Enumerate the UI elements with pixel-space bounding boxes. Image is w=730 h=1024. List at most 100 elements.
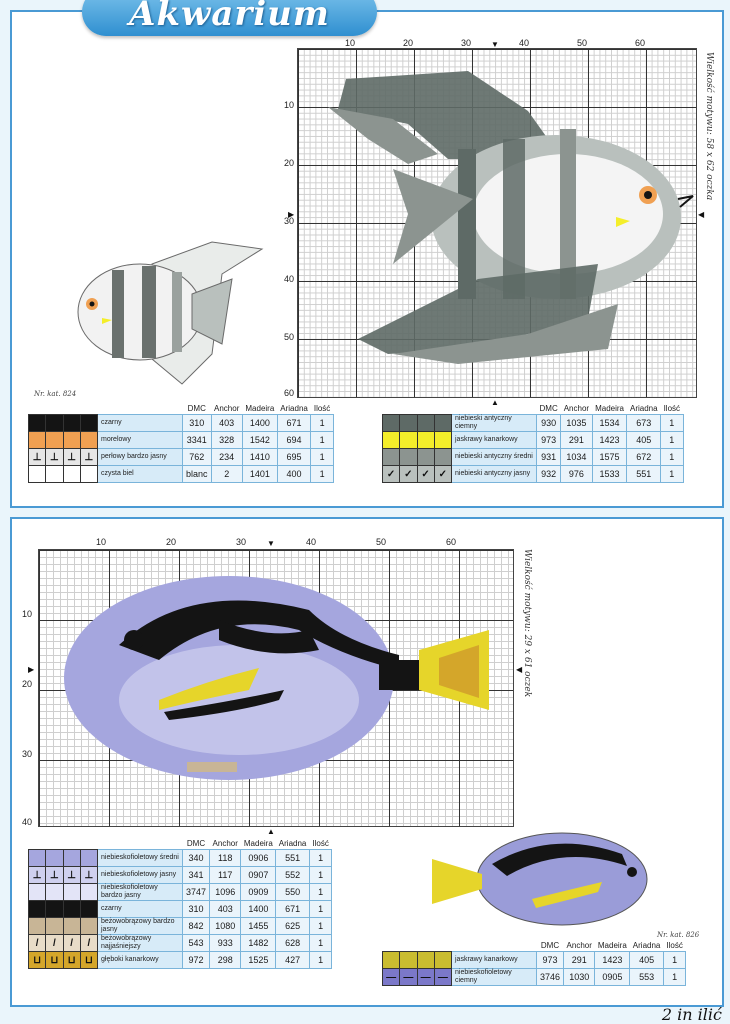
dmc-code: 310 [182,414,212,432]
madeira-code: 0909 [240,883,277,901]
dmc-code: 973 [535,951,565,969]
center-marker-icon: ▲ [267,827,275,836]
dmc-code: 762 [182,448,212,466]
thread-color-name: beżowobrązowy bardzo jasny [97,917,183,935]
anchor-code: 1080 [209,917,242,935]
madeira-code: 0907 [240,866,277,884]
anchor-code: 118 [209,849,242,867]
thread-color-swatch [382,414,452,432]
thread-color-swatch: / / / / [28,934,98,952]
skein-quantity: 1 [308,917,333,935]
cross-stitch-chart-surgeonfish [38,549,514,827]
skein-quantity: 1 [308,934,333,952]
center-marker-icon: ▼ [491,40,499,49]
y-tick: 20 [284,158,295,168]
skein-quantity: 1 [660,414,684,432]
x-tick: 30 [461,38,472,48]
pattern-panel-angelfish: Wielkość motywu: 58 x 62 oczka 10 [10,10,724,508]
thread-color-swatch [382,431,452,449]
legend-header: Ilość [666,940,683,950]
madeira-code: 1575 [591,448,628,466]
thread-color-name: niebieski antyczny jasny [451,465,537,483]
dmc-code: 930 [535,414,562,432]
madeira-code: 1401 [241,465,278,483]
madeira-code: 1400 [240,900,277,918]
y-tick: 30 [22,749,33,759]
thread-color-swatch [382,951,452,969]
legend-header: DMC [539,403,558,413]
x-tick: 10 [96,537,107,547]
legend-row: ⊥ ⊥ ⊥ ⊥ perłowy bardzo jasny 762 234 1410 695 1 [28,448,334,466]
dmc-code: 3747 [181,883,211,901]
madeira-code: 1525 [240,951,277,969]
skein-quantity: 1 [308,951,333,969]
y-tick: 50 [284,332,295,342]
skein-quantity: 1 [308,849,333,867]
legend-header: Madeira [597,940,627,950]
x-tick: 50 [577,38,588,48]
ariadna-code: 673 [626,414,662,432]
thread-color-swatch: ⊥ ⊥ ⊥ ⊥ [28,448,98,466]
skein-quantity: 1 [308,866,333,884]
y-tick: 30 [284,216,295,226]
dmc-code: 973 [535,431,562,449]
legend-header: Ilość [312,838,329,848]
x-tick: 50 [376,537,387,547]
x-tick: 60 [446,537,457,547]
madeira-code: 1400 [241,414,278,432]
anchor-code: 291 [563,951,596,969]
thread-color-name: niebieskofioletowy jasny [97,866,183,884]
legend-row: czarny 310 403 1400 671 1 [28,900,333,918]
thread-color-swatch [28,465,98,483]
madeira-code: 1534 [591,414,628,432]
anchor-code: 1034 [560,448,593,466]
madeira-code: 0906 [240,849,277,867]
ariadna-code: 553 [629,968,664,986]
anchor-code: 1096 [209,883,242,901]
thread-color-name: niebieski antyczny ciemny [451,414,537,432]
ariadna-code: 671 [275,900,310,918]
ariadna-code: 551 [626,465,662,483]
thread-color-swatch [28,883,98,901]
ariadna-code: 551 [275,849,310,867]
thread-color-name: niebieski antyczny średni [451,448,537,466]
y-tick: 20 [22,679,33,689]
thread-color-swatch: ⊔ ⊔ ⊔ ⊔ [28,951,98,969]
thread-color-name: jaskrawy kanarkowy [451,951,537,969]
surgeonfish-pattern-drawing [64,576,489,780]
thread-legend-table: DMC Anchor Madeira Ariadna Ilość jaskraw… [382,939,687,986]
thread-color-swatch [28,431,98,449]
legend-header: Ilość [313,403,331,413]
x-tick: 60 [635,38,646,48]
skein-quantity: 1 [308,883,333,901]
legend-row: czarny 310 403 1400 671 1 [28,414,334,432]
anchor-code: 328 [210,431,243,449]
skein-quantity: 1 [662,951,687,969]
dmc-code: 972 [181,951,211,969]
center-marker-icon: ◀ [698,210,705,219]
skein-quantity: 1 [310,431,334,449]
thread-color-swatch: ✓ ✓ ✓ ✓ [382,465,452,483]
ariadna-code: 405 [629,951,664,969]
y-tick: 40 [22,817,33,827]
madeira-code: 1423 [591,431,628,449]
ariadna-code: 625 [275,917,310,935]
legend-row: ⊥ ⊥ ⊥ ⊥ niebieskofioletowy jasny 341 117 0907 55… [28,866,333,884]
legend-row: jaskrawy kanarkowy 973 291 1423 405 1 [382,951,687,969]
dmc-code: 340 [181,849,211,867]
legend-header: Anchor [566,940,592,950]
thread-color-swatch: — — — — [382,968,452,986]
center-marker-icon: ▶ [288,210,295,219]
y-tick: 10 [284,100,295,110]
legend-row: niebieskofioletowy bardzo jasny 3747 1096 0… [28,883,333,901]
legend-header: Madeira [245,403,275,413]
center-marker-icon: ▶ [28,665,35,674]
skein-quantity: 1 [660,448,684,466]
legend-header: Madeira [595,403,624,413]
legend-header: Anchor [563,403,590,413]
ariadna-code: 628 [275,934,310,952]
motif-size-label: Wielkość motywu: 29 x 61 oczek [522,549,532,698]
anchor-code: 976 [560,465,593,483]
thread-legend-table: DMC Anchor Madeira Ariadna Ilość niebies… [28,837,333,969]
skein-quantity: 1 [310,414,334,432]
